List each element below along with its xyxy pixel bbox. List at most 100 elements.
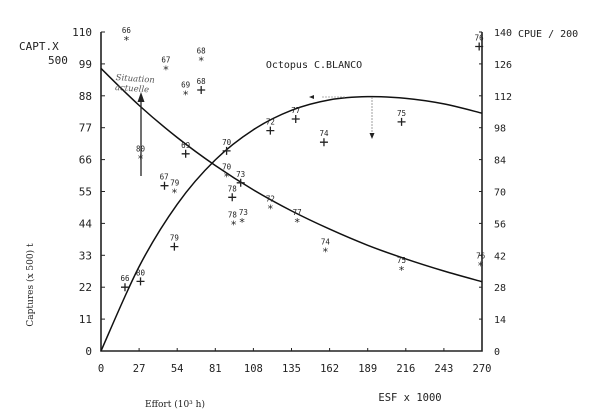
y-tick-label-right: 56 bbox=[494, 219, 506, 230]
point-year-label: 78 bbox=[228, 210, 238, 219]
plus-marker bbox=[160, 181, 169, 190]
star-marker: * bbox=[171, 187, 178, 200]
point-year-label: 66 bbox=[122, 26, 132, 35]
star-marker: * bbox=[398, 264, 405, 277]
x-tick-label: 27 bbox=[133, 363, 146, 375]
point-year-label: 74 bbox=[321, 238, 331, 247]
star-marker: * bbox=[477, 259, 484, 272]
y-tick-label-right: 0 bbox=[494, 347, 500, 358]
captures-point: 74 bbox=[319, 129, 329, 147]
y-tick-label-right: 112 bbox=[494, 92, 512, 103]
x-tick-label: 270 bbox=[473, 363, 492, 375]
x-tick-label: 54 bbox=[171, 363, 184, 375]
captures-point: 70 bbox=[222, 138, 232, 155]
point-year-label: 67 bbox=[160, 173, 169, 182]
point-year-label: 76 bbox=[476, 251, 486, 260]
ticks: 0 27 54 81 108 135 162 189 216 243 270011223344556… bbox=[72, 26, 512, 375]
x-axis-label: Effort (10³ h) bbox=[145, 399, 205, 410]
captures-point: 73 bbox=[236, 170, 245, 187]
right-top-label: CPUE / 200 bbox=[518, 29, 578, 40]
y-tick-label-left: 22 bbox=[79, 281, 92, 294]
y-tick-label-left: 99 bbox=[79, 58, 92, 71]
captures-point: 69 bbox=[181, 141, 190, 158]
y-tick-label-left: 110 bbox=[72, 26, 92, 39]
plus-marker bbox=[228, 193, 237, 202]
cpue-curve bbox=[100, 67, 483, 283]
cpue-point: *74 bbox=[321, 238, 331, 259]
plus-marker bbox=[236, 178, 245, 187]
plus-marker bbox=[319, 138, 328, 147]
point-year-label: 70 bbox=[222, 138, 232, 147]
x-tick-label: 216 bbox=[396, 363, 415, 375]
y-tick-label-right: 42 bbox=[494, 251, 506, 262]
cpue-point: *76 bbox=[476, 251, 486, 272]
star-marker: * bbox=[322, 246, 329, 259]
left-top-label-1: CAPT.X bbox=[19, 40, 59, 53]
captures-point: 72 bbox=[266, 118, 275, 135]
y-tick-label-right: 28 bbox=[494, 283, 506, 294]
y-tick-label-left: 66 bbox=[79, 154, 92, 167]
captures-point: 79 bbox=[170, 234, 179, 251]
cpue-point: *77 bbox=[293, 208, 302, 229]
arrowhead-icon bbox=[137, 92, 145, 102]
star-marker: * bbox=[230, 218, 237, 231]
plus-marker bbox=[170, 242, 179, 251]
point-year-label: 73 bbox=[239, 208, 248, 217]
point-year-label: 78 bbox=[228, 184, 238, 193]
point-year-label: 67 bbox=[161, 55, 170, 64]
point-year-label: 77 bbox=[293, 208, 302, 217]
point-year-label: 69 bbox=[181, 141, 190, 150]
captures-point: 80 bbox=[136, 268, 146, 286]
star-marker: * bbox=[239, 216, 246, 229]
captures-curve bbox=[100, 95, 483, 352]
star-marker: * bbox=[294, 216, 301, 229]
star-marker: * bbox=[182, 89, 189, 102]
plus-marker bbox=[136, 277, 145, 286]
star-marker: * bbox=[223, 171, 230, 184]
y-tick-label-left: 88 bbox=[79, 90, 92, 103]
left-arrow-icon bbox=[309, 95, 314, 99]
plus-marker bbox=[120, 283, 129, 292]
plus-marker bbox=[475, 42, 484, 51]
point-year-label: 68 bbox=[197, 46, 207, 55]
point-year-label: 73 bbox=[236, 170, 245, 179]
captures-point: 66 bbox=[120, 274, 130, 292]
point-year-label: 72 bbox=[266, 118, 275, 127]
chart-title: Octopus C.BLANCO bbox=[266, 60, 362, 71]
plus-marker bbox=[222, 146, 231, 155]
y-tick-label-right: 14 bbox=[494, 315, 506, 326]
cpue-point: *66 bbox=[122, 26, 132, 47]
point-year-label: 80 bbox=[136, 268, 146, 277]
y-tick-label-left: 33 bbox=[79, 249, 92, 262]
y-tick-label-left: 44 bbox=[79, 217, 93, 230]
captures-point: 78 bbox=[228, 184, 238, 202]
cpue-point: *79 bbox=[170, 179, 179, 200]
plus-marker bbox=[291, 115, 300, 123]
x-tick-label: 108 bbox=[244, 363, 263, 375]
cpue-point: *70 bbox=[222, 163, 232, 184]
point-year-label: 68 bbox=[197, 77, 207, 86]
cpue-point: *78 bbox=[228, 210, 238, 231]
point-year-label: 66 bbox=[120, 274, 130, 283]
captures-point: 67 bbox=[160, 173, 169, 190]
point-year-label: 69 bbox=[181, 81, 190, 90]
y-tick-label-left: 11 bbox=[79, 313, 92, 326]
situation-annotation: Situation actuelle bbox=[114, 73, 156, 96]
y-tick-label-right: 98 bbox=[494, 124, 506, 135]
y-tick-label-left: 55 bbox=[79, 186, 92, 199]
point-year-label: 75 bbox=[397, 256, 406, 265]
captures-point: 76 bbox=[475, 34, 485, 51]
x-axis-label-secondary: ESF x 1000 bbox=[378, 392, 441, 404]
x-tick-label: 189 bbox=[358, 363, 377, 375]
plus-marker bbox=[397, 117, 406, 126]
star-marker: * bbox=[163, 63, 170, 76]
point-year-label: 79 bbox=[170, 179, 179, 188]
y-tick-label-left: 0 bbox=[85, 345, 92, 358]
point-year-label: 79 bbox=[170, 234, 179, 243]
plus-marker bbox=[266, 126, 275, 135]
star-marker: * bbox=[123, 34, 130, 47]
x-tick-label: 81 bbox=[209, 363, 222, 375]
star-marker: * bbox=[267, 202, 274, 215]
point-year-label: 76 bbox=[475, 34, 485, 43]
